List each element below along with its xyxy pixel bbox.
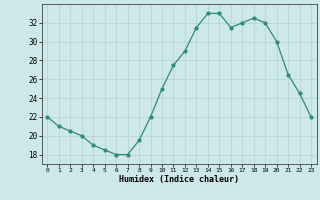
X-axis label: Humidex (Indice chaleur): Humidex (Indice chaleur) — [119, 175, 239, 184]
